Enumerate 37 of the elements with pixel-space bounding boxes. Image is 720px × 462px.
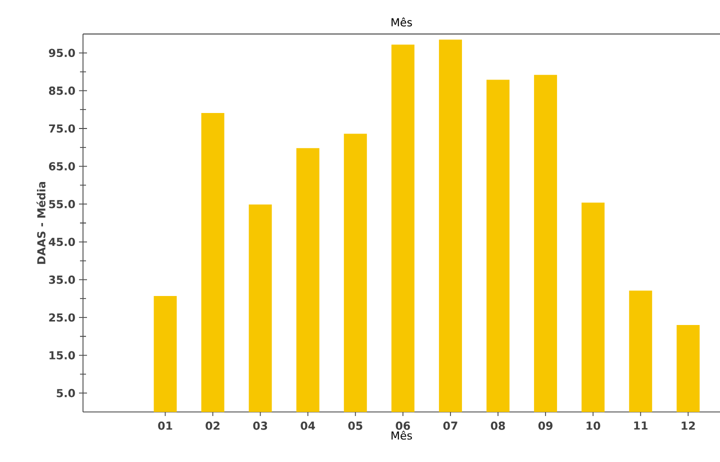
x-tick-label: 02: [206, 422, 220, 430]
bar: [248, 204, 272, 412]
bar: [391, 44, 414, 412]
y-tick-label: 55.0: [49, 200, 75, 208]
y-tick-label: 5.0: [56, 388, 75, 398]
y-axis-title: DAAS - Média: [36, 182, 46, 264]
y-tick-label: 65.0: [49, 162, 75, 170]
y-tick-label: 35.0: [49, 276, 75, 284]
y-tick-label: 85.0: [49, 86, 75, 95]
x-tick-label: 09: [538, 422, 552, 430]
bar: [344, 134, 367, 412]
x-tick-label: 03: [253, 422, 268, 430]
bar: [201, 112, 224, 412]
x-tick-label: 06: [396, 422, 410, 430]
x-tick-label: 05: [348, 422, 362, 430]
bar: [438, 40, 462, 412]
y-tick-label: 75.0: [49, 124, 75, 133]
x-tick-label: 12: [682, 422, 695, 430]
y-tick-label: 25.0: [49, 313, 75, 322]
x-tick-label: 07: [443, 422, 458, 430]
x-tick-label: 08: [490, 422, 505, 430]
chart-title: Mês: [392, 18, 412, 26]
x-tick-label: 04: [300, 422, 316, 430]
bar: [676, 325, 700, 412]
y-tick-label: 95.0: [48, 48, 75, 58]
y-tick-label: 45.0: [48, 238, 75, 246]
x-tick-label: 11: [634, 422, 648, 430]
bar: [582, 202, 605, 412]
bar: [154, 296, 177, 412]
x-tick-label: 10: [586, 422, 600, 430]
bar: [486, 80, 510, 412]
bar: [629, 290, 652, 412]
bar: [534, 74, 558, 412]
x-tick-label: 01: [158, 422, 172, 430]
y-tick-label: 15.0: [50, 351, 75, 360]
bar: [296, 148, 320, 412]
x-axis-title: Mês: [392, 430, 412, 440]
